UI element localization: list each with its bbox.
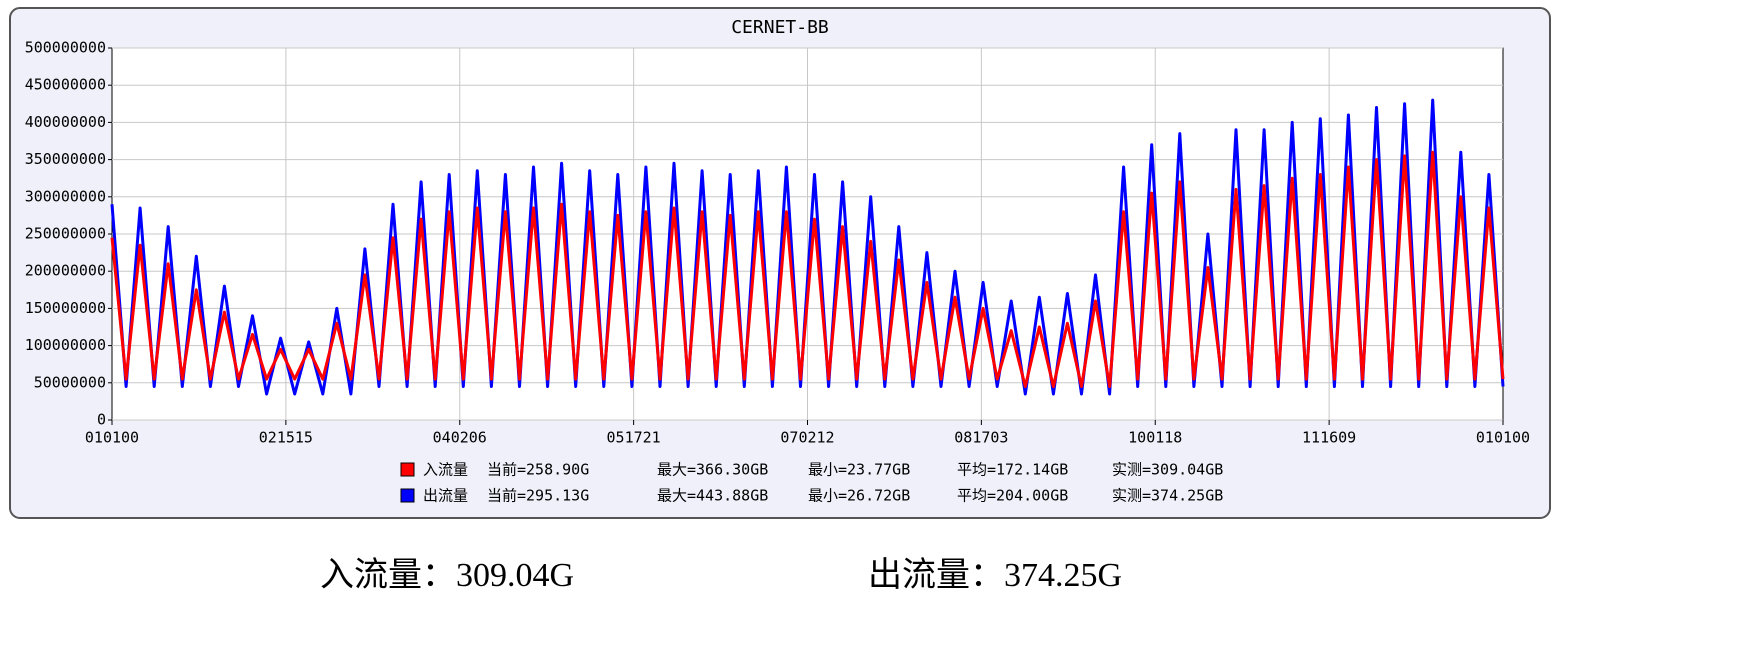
legend-swatch [400,488,415,503]
legend-swatch [400,462,415,477]
legend-stat: 最小=26.72GB [808,487,910,505]
legend-stat: 当前=258.90G [487,461,589,479]
x-tick-label: 111609 [1302,429,1356,447]
legend-name: 出流量 [423,487,468,505]
y-tick-label: 100000000 [25,336,106,354]
legend-name: 入流量 [423,461,468,479]
legend-stat: 最小=23.77GB [808,461,910,479]
series-line [110,150,1505,388]
legend-stat: 实测=309.04GB [1112,461,1223,479]
x-tick-label: 100118 [1128,429,1182,447]
legend-stat: 平均=172.14GB [957,461,1068,479]
x-tick-label: 070212 [780,429,834,447]
x-tick-label: 010100 [85,429,139,447]
legend-stat: 最大=366.30GB [657,461,768,479]
x-tick-label: 021515 [259,429,313,447]
x-tick-label: 040206 [433,429,487,447]
y-tick-label: 350000000 [25,150,106,168]
y-tick-label: 200000000 [25,262,106,280]
legend-stat: 实测=374.25GB [1112,487,1223,505]
legend-stat: 平均=204.00GB [957,487,1068,505]
y-tick-label: 50000000 [34,373,106,391]
y-tick-label: 450000000 [25,76,106,94]
y-tick-label: 400000000 [25,113,106,131]
x-tick-label: 051721 [607,429,661,447]
legend-stat: 最大=443.88GB [657,487,768,505]
y-tick-label: 500000000 [25,39,106,57]
caption: 入流量：309.04G [320,556,574,594]
y-tick-label: 150000000 [25,299,106,317]
x-tick-label: 081703 [954,429,1008,447]
legend-stat: 当前=295.13G [487,487,589,505]
y-tick-label: 0 [97,411,106,429]
chart-title: CERNET-BB [731,17,829,38]
caption: 出流量：374.25G [868,556,1122,594]
y-tick-label: 250000000 [25,225,106,243]
y-tick-label: 300000000 [25,187,106,205]
x-tick-label: 010100 [1476,429,1530,447]
